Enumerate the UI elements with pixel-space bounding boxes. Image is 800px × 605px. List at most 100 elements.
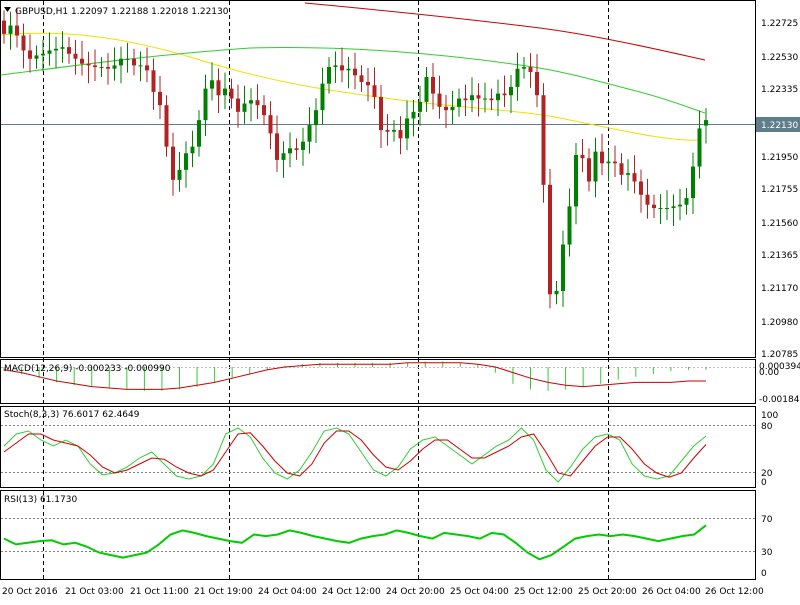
bull-candle: [60, 47, 65, 49]
time-tick-label: 26 Oct 04:00: [642, 587, 701, 597]
candlestick-series: [2, 7, 708, 309]
dropdown-triangle-icon[interactable]: [4, 7, 11, 12]
macd-panel-border: [0, 359, 756, 404]
bull-candle: [554, 290, 559, 295]
bull-candle: [606, 161, 611, 164]
stoch-axis: 100 80 20 0: [761, 411, 778, 488]
bear-candle: [437, 93, 442, 107]
bull-candle: [567, 206, 572, 245]
bull-candle: [483, 98, 487, 100]
bear-candle: [15, 25, 19, 36]
bear-candle: [489, 98, 494, 101]
stoch-tick-label: 20: [761, 469, 773, 479]
bear-candle: [275, 133, 279, 160]
bear-candle: [164, 105, 169, 147]
rsi-tick-label: 70: [761, 515, 773, 525]
bull-candle: [288, 148, 292, 154]
time-tick-label: 20 Oct 2016: [2, 587, 58, 597]
bear-candle: [366, 81, 370, 86]
bull-candle: [405, 118, 409, 139]
bear-candle: [587, 158, 591, 182]
bull-candle: [301, 141, 305, 150]
bull-candle: [515, 68, 520, 87]
bull-candle: [346, 68, 351, 71]
bull-candle: [314, 110, 318, 126]
bear-candle: [132, 58, 136, 66]
time-tick-label: 21 Oct 19:00: [194, 587, 253, 597]
bear-candle: [158, 91, 162, 106]
bull-candle: [320, 83, 325, 111]
bear-candle: [600, 151, 604, 164]
bear-candle: [379, 96, 383, 131]
price-tick-label: 1.21560: [761, 219, 798, 229]
day-separators: [43, 1, 609, 580]
bear-candle: [80, 58, 84, 64]
instrument-header: GBPUSD,H1 1.22097 1.22188 1.22018 1.2213…: [15, 7, 229, 17]
stoch-title: Stoch(8,3,3) 76.6017 62.4649: [4, 410, 140, 420]
bull-candle: [470, 95, 474, 101]
bull-candle: [665, 208, 669, 210]
bull-candle: [307, 125, 312, 142]
bear-candle: [502, 93, 507, 96]
bull-candle: [593, 151, 598, 182]
bear-candle: [548, 184, 552, 295]
stoch-panel-border: [0, 406, 756, 488]
macd-tick-label: -0.001847: [759, 395, 800, 405]
bull-candle: [190, 146, 195, 154]
bull-candle: [574, 154, 578, 207]
stoch-main-line: [3, 427, 707, 483]
bear-candle: [106, 67, 110, 69]
time-tick-label: 24 Oct 12:00: [322, 587, 381, 597]
macd-axis: 0.000394 0.00 -0.001847: [759, 362, 800, 405]
bear-candle: [463, 98, 468, 101]
price-tick-label: 1.21755: [761, 185, 798, 195]
stoch-signal-line: [3, 430, 707, 478]
macd-tick-label: 0.000394: [759, 362, 800, 372]
bull-candle: [34, 55, 39, 59]
bear-candle: [21, 35, 26, 51]
bear-candle: [359, 75, 364, 82]
bear-candle: [385, 130, 390, 132]
bear-candle: [645, 194, 650, 205]
bear-candle: [580, 154, 585, 159]
bull-candle: [509, 86, 513, 96]
price-panel-border: [0, 0, 756, 358]
macd-tick-label: 0.00: [759, 368, 779, 378]
price-axis: 1.22725 1.22530 1.22335 1.21950 1.21755 …: [756, 19, 800, 360]
bear-candle: [632, 173, 637, 182]
price-tick-label: 1.21950: [761, 153, 798, 163]
bear-candle: [294, 148, 299, 150]
bull-candle: [125, 58, 130, 60]
time-axis: 20 Oct 2016 21 Oct 03:00 21 Oct 11:00 21…: [2, 587, 764, 597]
macd-signal-line: [3, 362, 706, 390]
bull-candle: [457, 98, 461, 107]
stoch-tick-label: 0: [761, 478, 767, 488]
price-tick-label: 1.22530: [761, 53, 798, 63]
bull-candle: [411, 111, 416, 119]
bull-candle: [8, 25, 13, 34]
rsi-tick-label: 30: [761, 548, 773, 558]
bear-candle: [73, 53, 78, 59]
bear-candle: [67, 47, 71, 54]
rsi-levels: [1, 518, 755, 552]
bull-candle: [392, 130, 396, 132]
bull-candle: [671, 206, 676, 209]
bear-candle: [236, 98, 240, 112]
bull-candle: [184, 153, 188, 170]
price-tick-label: 1.22725: [761, 19, 798, 29]
bull-candle: [99, 67, 104, 69]
price-tick-label: 1.21170: [761, 284, 798, 294]
bear-candle: [431, 76, 435, 94]
bear-candle: [444, 106, 448, 111]
bear-candle: [262, 105, 266, 116]
bear-candle: [229, 88, 234, 99]
bear-candle: [619, 163, 624, 175]
price-tick-label: 1.22335: [761, 85, 798, 95]
bear-candle: [353, 68, 357, 76]
stoch-tick-label: 100: [761, 411, 778, 421]
stoch-tick-label: 80: [761, 422, 773, 432]
bull-candle: [333, 65, 338, 68]
bear-candle: [2, 20, 6, 34]
